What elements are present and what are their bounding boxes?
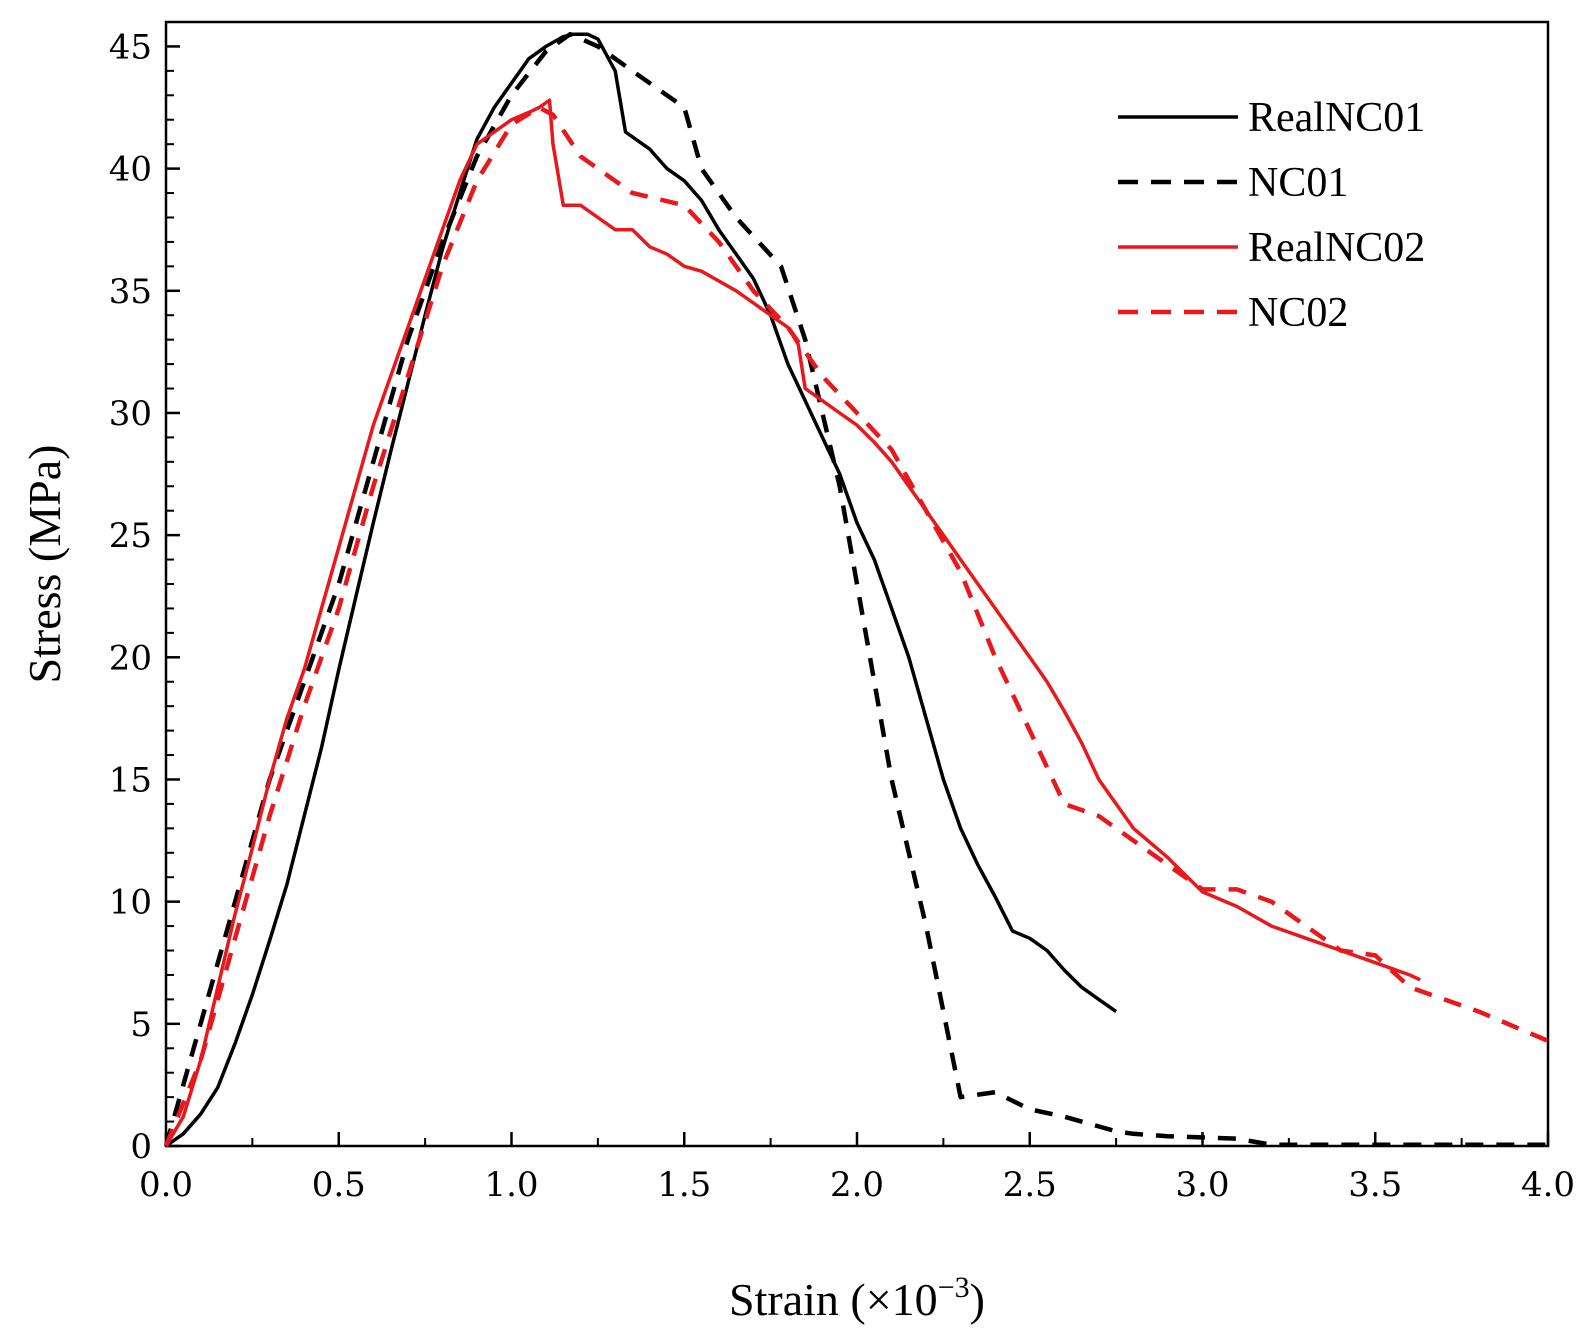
x-tick-label: 4.0 xyxy=(1521,1165,1575,1205)
series-line-realnc02 xyxy=(164,98,1421,1147)
y-tick-label: 15 xyxy=(109,760,152,800)
legend-entry-realnc02: RealNC02 xyxy=(1118,225,1425,271)
y-tick-label: 20 xyxy=(109,638,152,678)
legend-entry-realnc01: RealNC01 xyxy=(1118,95,1425,141)
x-tick-label: 1.0 xyxy=(484,1165,538,1205)
x-tick-label: 2.0 xyxy=(830,1165,884,1205)
axis-ticks: 0.0 0.5 1.0 1.5 2.0 2.5 3.0 3.5 4.0 0 5 10 15 20 25 30 3… xyxy=(109,21,1575,1205)
x-axis-title-close: ) xyxy=(970,1274,985,1325)
legend: RealNC01 NC01 RealNC02 NC02 xyxy=(1118,95,1425,336)
y-tick-label: 5 xyxy=(130,1005,152,1045)
x-tick-label: 0.5 xyxy=(312,1165,366,1205)
legend-label: RealNC01 xyxy=(1248,95,1425,141)
legend-label: NC01 xyxy=(1248,160,1348,206)
x-axis-title: Strain (×10−3) xyxy=(729,1271,985,1325)
x-tick-label: 0.0 xyxy=(139,1165,193,1205)
legend-label: RealNC02 xyxy=(1248,225,1425,271)
series-layer xyxy=(163,31,1549,1148)
x-tick-label: 3.0 xyxy=(1175,1165,1229,1205)
x-axis-title-main: Strain (×10 xyxy=(729,1274,938,1325)
legend-entry-nc02: NC02 xyxy=(1118,290,1348,336)
y-axis-title: Stress (MPa) xyxy=(19,445,70,684)
x-tick-label: 3.5 xyxy=(1348,1165,1402,1205)
y-tick-label: 30 xyxy=(109,394,152,434)
x-tick-label: 1.5 xyxy=(657,1165,711,1205)
y-tick-label: 0 xyxy=(130,1127,152,1167)
y-tick-label: 10 xyxy=(109,883,152,923)
y-tick-label: 40 xyxy=(109,150,152,190)
x-axis-title-exponent: −3 xyxy=(938,1271,970,1304)
y-tick-label: 45 xyxy=(109,27,152,67)
series-line-nc01 xyxy=(163,31,1548,1148)
legend-entry-nc01: NC01 xyxy=(1118,160,1348,206)
series-line-realnc01 xyxy=(164,32,1118,1148)
series-line-nc02 xyxy=(163,105,1549,1147)
y-tick-label: 25 xyxy=(109,516,152,556)
legend-label: NC02 xyxy=(1248,290,1348,336)
y-tick-label: 35 xyxy=(109,272,152,312)
x-tick-label: 2.5 xyxy=(1003,1165,1057,1205)
